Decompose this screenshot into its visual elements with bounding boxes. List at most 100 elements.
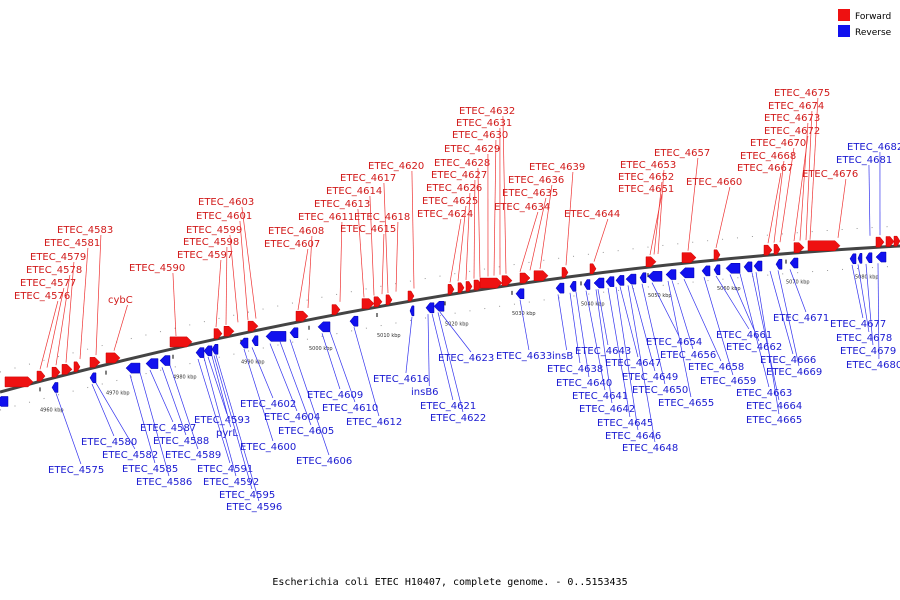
forward-leader-line bbox=[809, 97, 819, 240]
reverse-leader-line bbox=[595, 289, 613, 404]
reverse-gene-label: ETEC_4656 bbox=[660, 350, 716, 361]
forward-gene-arrow bbox=[247, 320, 259, 332]
reverse-leader-line bbox=[671, 280, 694, 350]
reverse-leader-line bbox=[55, 393, 82, 465]
reverse-gene-label: ETEC_4596 bbox=[226, 502, 282, 513]
forward-gene-label: ETEC_4626 bbox=[426, 183, 482, 194]
forward-gene-arrow bbox=[773, 244, 781, 255]
reverse-leader-line bbox=[755, 272, 780, 415]
reverse-leader-line bbox=[857, 264, 870, 333]
reverse-leader-line bbox=[215, 354, 260, 502]
forward-leader-line bbox=[395, 221, 399, 292]
forward-gene-arrow bbox=[793, 242, 805, 253]
forward-gene-arrow bbox=[807, 240, 841, 252]
forward-gene-arrow bbox=[89, 357, 101, 368]
forward-leader-line bbox=[502, 115, 507, 274]
forward-gene-label: ETEC_4651 bbox=[618, 184, 674, 195]
reverse-leader-line bbox=[203, 357, 237, 477]
forward-gene-arrow bbox=[501, 275, 513, 286]
forward-gene-label: ETEC_4624 bbox=[417, 209, 473, 220]
forward-gene-label: ETEC_4618 bbox=[354, 212, 410, 223]
reverse-leader-line bbox=[651, 282, 680, 337]
reverse-gene-label: ETEC_4595 bbox=[219, 490, 275, 501]
reverse-gene-label: insB6 bbox=[411, 387, 439, 398]
reverse-gene-label: ETEC_4585 bbox=[122, 464, 178, 475]
kbp-label: 4980 kbp bbox=[173, 375, 197, 381]
reverse-gene-label: ETEC_4591 bbox=[197, 464, 253, 475]
reverse-leader-line bbox=[321, 333, 341, 390]
reverse-gene-label: ETEC_4659 bbox=[700, 376, 756, 387]
reverse-leader-line bbox=[161, 367, 187, 436]
forward-leader-line bbox=[837, 178, 847, 238]
reverse-gene-label: ETEC_4681 bbox=[836, 155, 892, 166]
forward-gene-label: ETEC_4636 bbox=[508, 175, 564, 186]
forward-gene-label: ETEC_4672 bbox=[764, 126, 820, 137]
forward-leader-line bbox=[477, 167, 481, 278]
kbp-label: 4960 kbp bbox=[40, 407, 64, 413]
reverse-leader-line bbox=[427, 314, 430, 387]
forward-gene-arrow bbox=[61, 364, 73, 375]
forward-gene-label: ETEC_4628 bbox=[434, 158, 490, 169]
forward-leader-line bbox=[593, 218, 609, 262]
kbp-label: 5030 kbp bbox=[512, 311, 536, 317]
forward-gene-label: ETEC_4583 bbox=[57, 225, 113, 236]
reverse-gene-arrow bbox=[625, 273, 637, 285]
reverse-gene-label: ETEC_4680 bbox=[846, 360, 900, 371]
reverse-gene-label: ETEC_4640 bbox=[556, 378, 612, 389]
reverse-genes bbox=[0, 251, 887, 407]
reverse-gene-label: ETEC_4679 bbox=[840, 346, 896, 357]
reverse-leader-line bbox=[243, 348, 274, 442]
forward-leader-line bbox=[95, 234, 102, 356]
reverse-gene-label: ETEC_4588 bbox=[153, 436, 209, 447]
kbp-label: 5050 kbp bbox=[648, 293, 672, 299]
forward-labels: ETEC_4576 ETEC_4577 ETEC_4578 ETEC_4579 ETEC… bbox=[14, 88, 858, 370]
forward-gene-label: ETEC_4675 bbox=[774, 88, 830, 99]
forward-gene-label: ETEC_4599 bbox=[186, 225, 242, 236]
forward-gene-arrow bbox=[36, 370, 46, 382]
forward-gene-arrow bbox=[457, 282, 465, 293]
reverse-gene-arrow bbox=[195, 347, 205, 358]
reverse-leader-line bbox=[129, 374, 156, 464]
forward-gene-label: ETEC_4577 bbox=[20, 278, 76, 289]
forward-leader-line bbox=[565, 171, 574, 266]
forward-gene-label: ETEC_4653 bbox=[620, 160, 676, 171]
forward-gene-label: ETEC_4607 bbox=[264, 239, 320, 250]
reverse-gene-arrow bbox=[569, 281, 577, 292]
reverse-leader-line bbox=[868, 164, 871, 236]
reverse-leader-line bbox=[851, 264, 864, 319]
reverse-gene-label: ETEC_4662 bbox=[726, 342, 782, 353]
forward-gene-label: ETEC_4625 bbox=[422, 196, 478, 207]
reverse-leader-line bbox=[769, 270, 794, 355]
reverse-gene-label: ETEC_4610 bbox=[322, 403, 378, 414]
reverse-gene-label: ETEC_4633 bbox=[496, 351, 552, 362]
reverse-gene-arrow bbox=[775, 258, 783, 270]
forward-gene-label: ETEC_4578 bbox=[26, 265, 82, 276]
forward-leader-line bbox=[229, 234, 239, 323]
forward-gene-arrow bbox=[105, 352, 121, 364]
forward-leader-line bbox=[339, 221, 343, 302]
reverse-gene-label: ETEC_4647 bbox=[605, 358, 661, 369]
forward-leader-line bbox=[381, 233, 385, 295]
reverse-leader-line bbox=[777, 270, 800, 367]
reverse-gene-label: ETEC_4682 bbox=[847, 142, 900, 153]
forward-gene-arrow bbox=[51, 366, 61, 378]
forward-gene-label: ETEC_4579 bbox=[30, 252, 86, 263]
reverse-leader-line bbox=[569, 292, 581, 364]
forward-leader-line bbox=[39, 300, 59, 370]
reverse-gene-label: ETEC_4604 bbox=[264, 412, 320, 423]
reverse-gene-label: ETEC_4589 bbox=[165, 450, 221, 461]
reverse-leader-line bbox=[95, 382, 136, 450]
reverse-gene-label: ETEC_4648 bbox=[622, 443, 678, 454]
forward-leader-line bbox=[239, 220, 249, 321]
forward-gene-label: ETEC_4631 bbox=[456, 118, 512, 129]
forward-gene-arrow bbox=[875, 236, 885, 248]
reverse-leader-line bbox=[615, 286, 639, 431]
reverse-gene-arrow bbox=[743, 261, 753, 273]
forward-gene-label: ETEC_4629 bbox=[444, 144, 500, 155]
forward-leader-line bbox=[519, 211, 539, 272]
forward-gene-label: ETEC_4581 bbox=[44, 238, 100, 249]
reverse-leader-line bbox=[431, 313, 454, 401]
forward-gene-label: ETEC_4635 bbox=[502, 188, 558, 199]
